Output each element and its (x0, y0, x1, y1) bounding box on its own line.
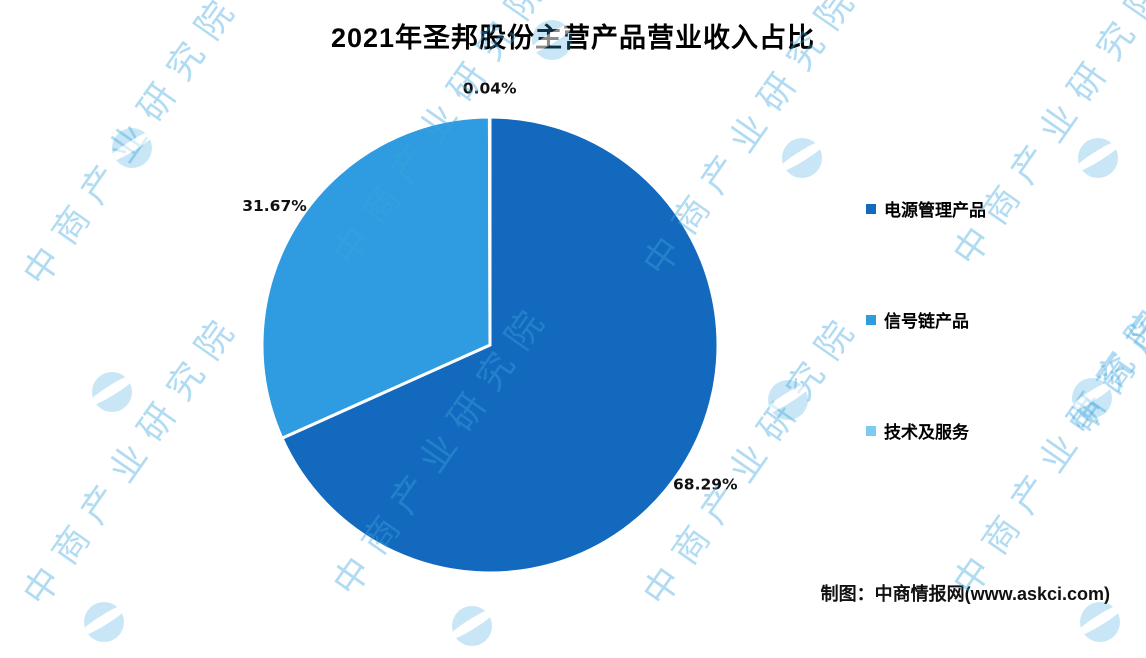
pie-slice (260, 115, 492, 440)
legend: 电源管理产品 信号链产品 技术及服务 (866, 196, 986, 443)
pie-slice-label: 0.04% (463, 80, 517, 98)
pie-slice-label: 68.29% (673, 475, 738, 493)
legend-item: 技术及服务 (866, 418, 986, 443)
legend-marker-icon (866, 425, 876, 436)
legend-item: 电源管理产品 (866, 196, 986, 221)
legend-label: 技术及服务 (884, 423, 969, 442)
legend-marker-icon (866, 203, 876, 214)
chart-title: 2021年圣邦股份主营产品营业收入占比 (330, 23, 816, 53)
pie-slice (487, 115, 492, 347)
pie-slice (280, 115, 720, 575)
legend-label: 信号链产品 (884, 312, 969, 331)
legend-item: 信号链产品 (866, 307, 986, 332)
source-credit: 制图：中商情报网(www.askci.com) (820, 584, 1110, 604)
pie-slice-label: 31.67% (242, 197, 307, 215)
legend-marker-icon (866, 314, 876, 325)
legend-label: 电源管理产品 (884, 201, 986, 220)
